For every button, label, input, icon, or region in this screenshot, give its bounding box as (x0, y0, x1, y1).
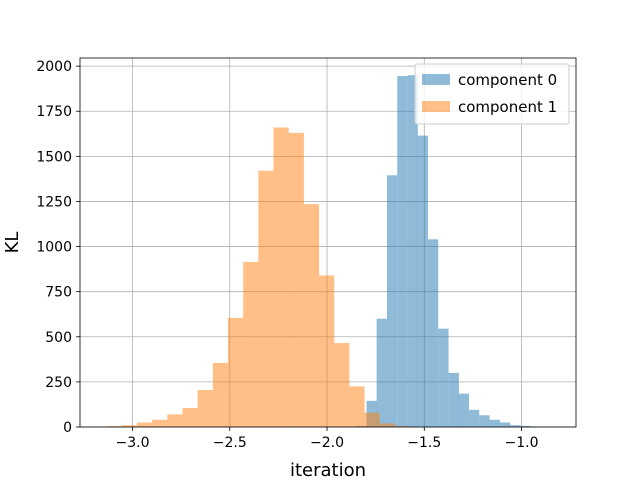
bar-series-0-bin-7 (427, 239, 439, 427)
bar-series-1-bin-13 (303, 204, 320, 427)
y-axis-ticks: 0 250 500 750 1000 1250 1500 1750 2000 (36, 59, 80, 436)
bar-series-0-bin-6 (417, 135, 428, 428)
bar-series-1-bin-5 (182, 408, 198, 427)
bar-series-1-bin-6 (197, 390, 213, 427)
legend-items: component 0 component 1 (422, 71, 557, 116)
bar-series-1-bin-3 (152, 419, 168, 427)
bar-series-0-bin-11 (469, 409, 480, 427)
bar-series-1-bin-9 (243, 261, 259, 427)
bar-series-1-bin-18 (379, 423, 395, 427)
y-tick-label: 1500 (36, 149, 72, 165)
y-tick-label: 500 (45, 330, 72, 346)
x-tick-label: −1.5 (407, 435, 441, 451)
legend-box (414, 63, 570, 125)
bar-series-0-bin-4 (397, 76, 408, 427)
bar-series-0-bin-13 (489, 419, 500, 427)
bar-series-0-bin-8 (438, 328, 449, 427)
x-tick-label: −2.0 (310, 435, 344, 451)
bar-series-0-bin-15 (510, 425, 521, 427)
bar-series-1-bin-11 (273, 127, 289, 428)
bar-series-1-bin-0 (106, 426, 122, 427)
x-axis-label: iteration (290, 460, 366, 480)
x-tick-label: −1.0 (505, 435, 539, 451)
bar-series-1-bin-7 (212, 362, 229, 427)
y-tick-label: 2000 (36, 59, 72, 75)
bar-series-0-bin-12 (479, 415, 490, 427)
bar-series-0-bin-5 (407, 75, 418, 427)
y-tick-label: 250 (45, 375, 72, 391)
y-axis-label: KL (2, 232, 23, 254)
bar-series-0-bin-2 (376, 318, 387, 427)
y-tick-label: 1750 (36, 104, 72, 120)
x-tick-label: −3.0 (116, 435, 150, 451)
bar-series-1-bin-14 (319, 275, 335, 427)
axes-frame (79, 57, 577, 428)
bar-series-1-bin-19 (394, 426, 411, 427)
y-tick-label: 1000 (36, 240, 72, 256)
y-tick-label: 1250 (36, 194, 72, 210)
y-tick-label: 750 (45, 285, 72, 301)
legend-label-0: component 0 (458, 71, 557, 89)
legend-swatch-1 (422, 101, 450, 112)
legend: component 0 component 1 (414, 63, 570, 125)
legend-label-1: component 1 (458, 98, 557, 116)
bar-series-1-bin-15 (334, 343, 350, 427)
bar-series-1-bin-17 (364, 412, 380, 427)
bar-series-1-bin-16 (349, 386, 365, 427)
bar-series-0-bin-9 (448, 372, 459, 427)
y-tick-label: 0 (63, 420, 72, 436)
bar-series-1-bin-4 (167, 414, 183, 427)
bar-series-0-bin-14 (499, 422, 511, 427)
legend-swatch-0 (422, 74, 450, 85)
bar-series-1-bin-12 (288, 132, 304, 428)
bar-series-0-bin-10 (458, 393, 469, 427)
histogram-bars (106, 75, 562, 428)
x-axis-ticks: −3.0 −2.5 −2.0 −1.5 −1.0 (116, 427, 539, 451)
grid-lines (80, 58, 576, 428)
bar-series-1-bin-2 (136, 422, 153, 427)
bar-series-0-bin-3 (386, 175, 398, 427)
bar-series-1-bin-10 (258, 170, 274, 427)
x-tick-label: −2.5 (213, 435, 247, 451)
bar-series-0-bin-16 (520, 425, 531, 427)
bar-series-1-bin-8 (228, 317, 244, 427)
bar-series-1-bin-1 (121, 425, 138, 427)
series-1-bars (106, 127, 411, 428)
